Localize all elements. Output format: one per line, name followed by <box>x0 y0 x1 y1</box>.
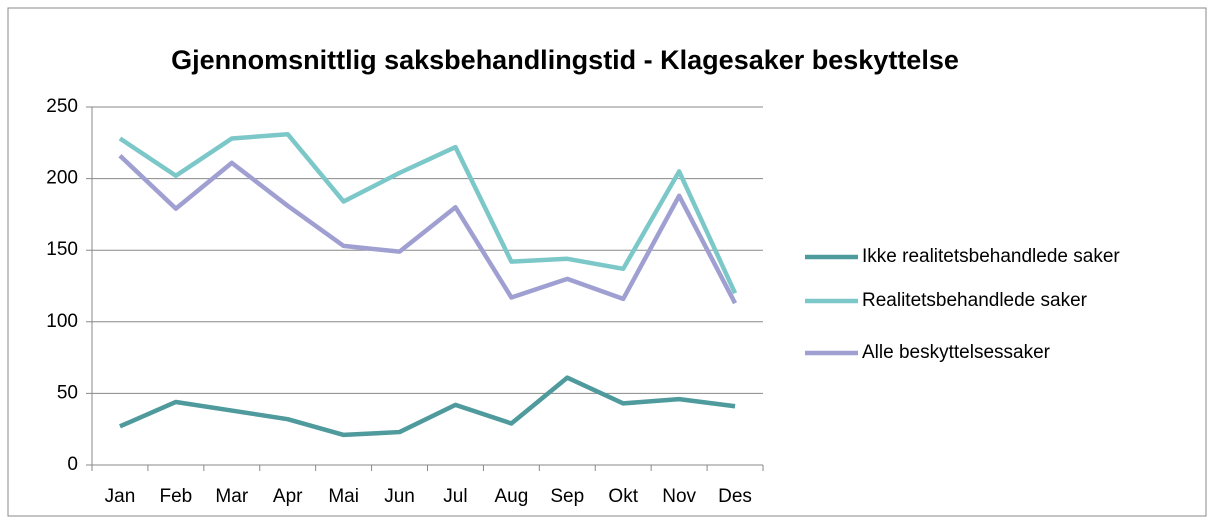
x-tick-label: Sep <box>550 486 584 507</box>
y-tick-label: 150 <box>46 239 78 260</box>
line-series <box>118 154 738 305</box>
x-tick-label: Mai <box>328 486 359 507</box>
x-tick-label: Jul <box>443 486 467 507</box>
x-tick-label: Jun <box>384 486 415 507</box>
x-tick-label: Mar <box>215 486 248 507</box>
legend-label: Ikke realitetsbehandlede saker <box>862 246 1120 267</box>
legend-label: Alle beskyttelsessaker <box>862 342 1051 363</box>
x-tick-label: Okt <box>608 486 638 507</box>
x-tick-label: Jan <box>105 486 136 507</box>
x-tick-label: Nov <box>662 486 696 507</box>
x-tick-label: Apr <box>273 486 303 507</box>
x-tick-label: Aug <box>494 486 528 507</box>
chart-border <box>7 7 1207 517</box>
legend-label: Realitetsbehandlede saker <box>862 290 1088 311</box>
x-tick-label: Feb <box>160 486 193 507</box>
y-tick-label: 50 <box>57 382 78 403</box>
y-tick-label: 0 <box>67 454 78 475</box>
line-series <box>119 375 736 438</box>
y-tick-label: 100 <box>46 311 78 332</box>
y-tick-label: 250 <box>46 96 78 117</box>
x-tick-label: Des <box>718 486 752 507</box>
y-tick-label: 200 <box>46 168 78 189</box>
chart-title: Gjennomsnittlig saksbehandlingstid - Kla… <box>171 45 959 75</box>
line-series <box>118 131 738 295</box>
